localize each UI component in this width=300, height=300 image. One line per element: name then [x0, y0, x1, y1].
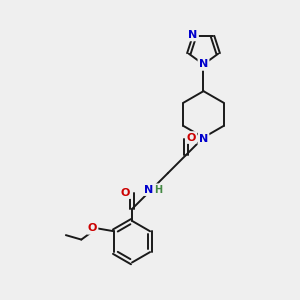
Text: N: N: [144, 184, 153, 195]
Text: N: N: [199, 59, 208, 69]
Text: O: O: [88, 223, 97, 233]
Text: O: O: [121, 188, 130, 198]
Text: N: N: [188, 30, 198, 40]
Text: H: H: [154, 184, 162, 195]
Text: O: O: [186, 133, 196, 142]
Text: N: N: [199, 134, 208, 144]
